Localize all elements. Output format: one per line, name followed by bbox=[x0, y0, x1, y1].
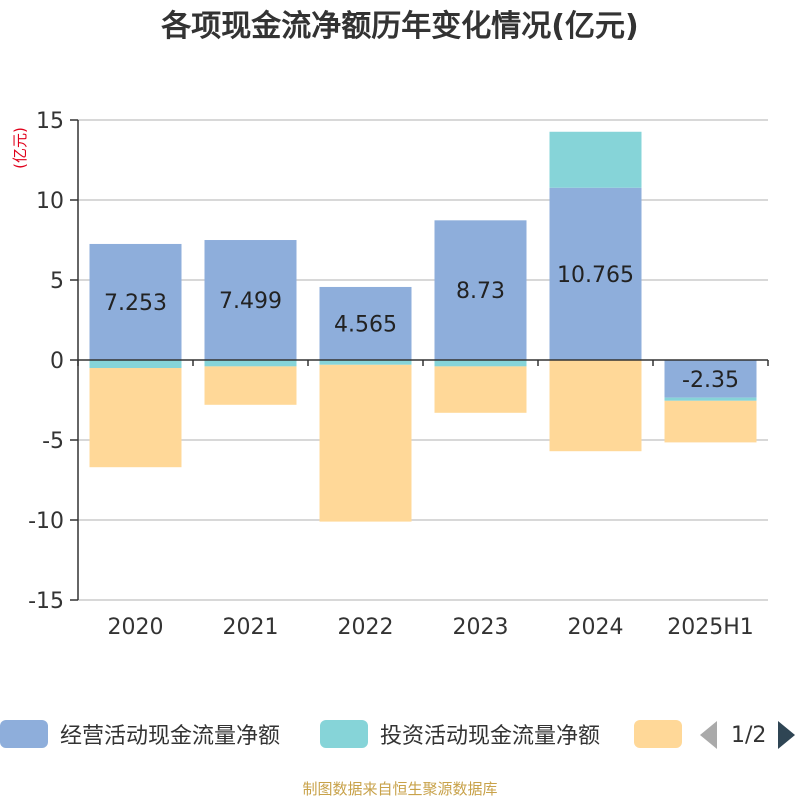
legend-item-operating[interactable]: 经营活动现金流量净额 bbox=[0, 716, 280, 752]
y-axis-unit-label: (亿元) bbox=[11, 127, 29, 169]
bar-segment bbox=[89, 368, 182, 468]
y-tick-label: 0 bbox=[50, 349, 64, 374]
legend-swatch-financing bbox=[634, 720, 682, 748]
legend-swatch-operating bbox=[0, 720, 48, 748]
x-tick-label: 2022 bbox=[338, 615, 394, 640]
data-source-note: 制图数据来自恒生聚源数据库 bbox=[302, 780, 498, 798]
legend-next-page-icon[interactable] bbox=[778, 721, 796, 749]
y-tick-label: 5 bbox=[50, 269, 64, 294]
legend-prev-page-icon[interactable] bbox=[700, 721, 717, 749]
bar-segment bbox=[549, 187, 642, 360]
bar-segment bbox=[664, 397, 757, 401]
bar-segment bbox=[434, 360, 527, 367]
legend-swatch-investing bbox=[320, 720, 368, 748]
bar-segment bbox=[664, 400, 757, 443]
data-label: 7.499 bbox=[219, 289, 282, 314]
legend-item-financing[interactable] bbox=[634, 716, 682, 752]
bar-segment bbox=[89, 360, 182, 368]
y-tick-label: 10 bbox=[36, 189, 64, 214]
y-tick-label: 15 bbox=[36, 109, 64, 134]
bar-segment bbox=[204, 240, 297, 360]
legend-page-indicator: 1/2 bbox=[731, 722, 767, 748]
data-label: 8.73 bbox=[456, 279, 505, 304]
y-tick-label: -15 bbox=[28, 589, 64, 614]
data-label: 4.565 bbox=[334, 312, 397, 337]
bar-segment bbox=[664, 360, 757, 398]
bar-segment bbox=[549, 131, 642, 188]
bar-segment bbox=[549, 360, 642, 452]
data-label: 7.253 bbox=[104, 291, 167, 316]
legend-item-investing[interactable]: 投资活动现金流量净额 bbox=[320, 716, 600, 752]
bar-segment bbox=[319, 286, 412, 360]
data-label: -2.35 bbox=[682, 368, 739, 393]
data-labels: 7.253 7.499 4.565 8.73 10.765 -2.35 bbox=[104, 263, 739, 393]
legend-pager: 1/2 bbox=[700, 718, 796, 752]
bar-segment bbox=[434, 366, 527, 413]
legend-label-operating: 经营活动现金流量净额 bbox=[60, 724, 281, 749]
x-tick-label: 2020 bbox=[108, 615, 164, 640]
x-tick-label: 2023 bbox=[453, 615, 509, 640]
bar-segment bbox=[204, 360, 297, 367]
y-tick-label: -5 bbox=[42, 429, 64, 454]
bar-segment bbox=[89, 243, 182, 360]
bars bbox=[89, 131, 757, 522]
x-tick-label: 2024 bbox=[568, 615, 624, 640]
x-tick-label: 2025H1 bbox=[667, 615, 754, 640]
x-tick-label: 2021 bbox=[223, 615, 279, 640]
y-tick-label: -10 bbox=[28, 509, 64, 534]
legend-label-investing: 投资活动现金流量净额 bbox=[380, 724, 601, 749]
bar-segment bbox=[434, 220, 527, 360]
bar-segment bbox=[319, 360, 412, 365]
axes: 15 10 5 0 -5 -10 -15 2020 2021 2022 2023 2024 2025H1 bbox=[28, 109, 769, 640]
data-label: 10.765 bbox=[557, 263, 634, 288]
bar-segment bbox=[319, 364, 412, 522]
grid-lines bbox=[78, 119, 768, 601]
chart-title: 各项现金流净额历年变化情况(亿元) bbox=[160, 9, 638, 44]
bar-segment bbox=[204, 366, 297, 405]
